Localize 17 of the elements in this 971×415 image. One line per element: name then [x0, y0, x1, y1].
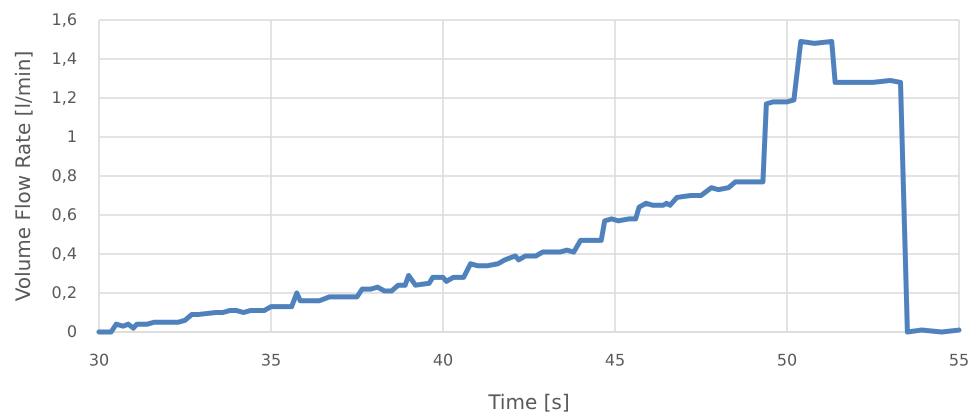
x-tick-label: 45 [604, 350, 626, 370]
y-tick-label: 1,2 [52, 88, 77, 108]
x-tick-label: 55 [948, 350, 970, 370]
y-axis-title: Volume Flow Rate [l/min] [11, 50, 35, 302]
x-tick-label: 50 [776, 350, 798, 370]
x-tick-label: 35 [260, 350, 282, 370]
y-tick-label: 0,2 [52, 283, 77, 302]
y-tick-label: 0,8 [52, 166, 77, 186]
y-tick-label: 0,4 [52, 244, 77, 264]
y-tick-label: 1,4 [52, 49, 77, 68]
x-tick-label: 30 [88, 350, 110, 370]
x-tick-label: 40 [432, 350, 454, 370]
y-tick-label: 0,6 [52, 205, 77, 224]
x-axis-title: Time [s] [487, 390, 570, 414]
y-tick-label: 1,6 [52, 10, 77, 30]
y-tick-label: 1 [66, 127, 77, 146]
y-tick-label: 0 [66, 322, 77, 342]
